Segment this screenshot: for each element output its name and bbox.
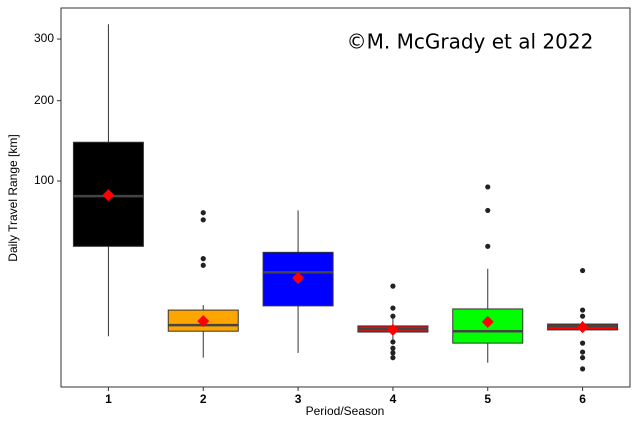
x-tick-label: 1: [105, 392, 112, 406]
x-tick-label: 2: [200, 392, 207, 406]
outlier: [390, 283, 396, 289]
mean-marker: [576, 321, 589, 334]
outlier: [579, 366, 586, 372]
outlier: [390, 345, 396, 351]
outlier: [485, 184, 491, 190]
outlier: [390, 350, 396, 356]
outlier: [485, 243, 491, 249]
y-tick-label: 200: [34, 93, 54, 107]
x-tick-label: 3: [295, 392, 302, 406]
outlier: [485, 207, 491, 214]
x-tick-label: 5: [484, 392, 491, 406]
plot-panel: [60, 7, 631, 388]
x-tick-label: 6: [579, 392, 586, 406]
outlier: [200, 262, 206, 268]
mean-marker: [481, 315, 494, 328]
outlier: [579, 349, 586, 355]
y-axis-label: Daily Travel Range [km]: [6, 134, 20, 261]
outlier: [579, 307, 586, 313]
y-tick-label: 300: [34, 31, 54, 45]
outlier: [579, 355, 586, 361]
outlier: [200, 217, 206, 223]
outlier: [579, 340, 586, 346]
outlier: [200, 210, 206, 216]
mean-marker: [292, 272, 305, 285]
outlier: [390, 313, 396, 319]
x-tick-label: 4: [390, 392, 397, 406]
x-axis-label: Period/Season: [306, 404, 385, 418]
outlier: [390, 339, 396, 345]
outlier: [390, 305, 396, 311]
outlier: [200, 256, 206, 262]
mean-marker: [197, 315, 210, 328]
annotation: ©M. McGrady et al 2022: [347, 30, 594, 54]
mean-marker: [386, 323, 399, 336]
mean-marker: [102, 189, 115, 202]
y-tick-label: 100: [34, 173, 54, 187]
outlier: [390, 355, 396, 361]
box: [452, 308, 524, 344]
outlier: [579, 267, 586, 274]
outlier: [579, 313, 586, 319]
